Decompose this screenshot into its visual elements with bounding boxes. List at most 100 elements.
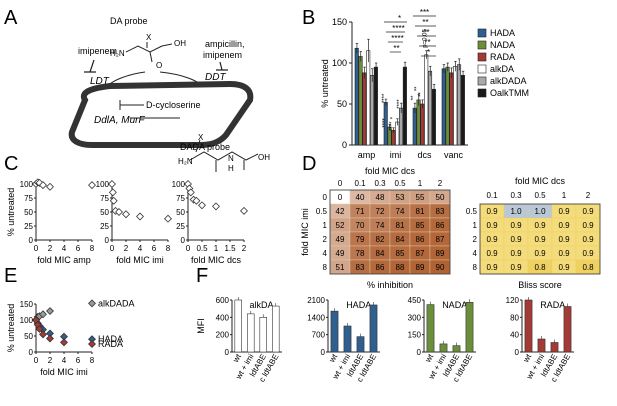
y-tick-label: 1400 — [307, 313, 325, 322]
significance-mark: **** — [392, 24, 404, 33]
row-label: 2 — [473, 235, 478, 244]
significance-mark: * — [427, 48, 430, 57]
cell-value: 0.9 — [486, 235, 498, 244]
y-tick-label: 0 — [225, 348, 230, 357]
point-alkdada — [88, 299, 96, 308]
x-tick-label: 2 — [48, 356, 53, 365]
cell-value: 42 — [336, 207, 345, 216]
bar — [426, 304, 435, 353]
column-label: 1 — [562, 191, 567, 200]
cell-value: 48 — [376, 193, 385, 202]
dada-probe-label: DADA probe — [180, 142, 230, 152]
legend-swatch-nada — [477, 40, 487, 50]
y-tick-label: 25 — [24, 222, 33, 231]
inhibit-arrow-right — [216, 61, 228, 71]
y-tick-label: 100 — [20, 180, 34, 189]
cell-value: 0.9 — [486, 249, 498, 258]
cell-value: 86 — [416, 235, 425, 244]
bar — [563, 306, 572, 353]
bar — [259, 317, 267, 353]
cell-value: 74 — [396, 207, 405, 216]
y-tick-label: 0 — [181, 236, 186, 245]
column-label: 1 — [418, 179, 423, 188]
y-tick-label: 0 — [29, 236, 34, 245]
y-tick-label: 75 — [100, 194, 109, 203]
data-point — [46, 182, 54, 191]
x-axis-label: fold MIC imi — [116, 255, 164, 265]
legend-swatch-hada — [477, 28, 487, 38]
y-axis-label: MFI — [196, 318, 206, 334]
inhibit-dcs — [119, 100, 144, 110]
cell-value: 0 — [338, 193, 343, 202]
x-tick-label: 1 — [214, 244, 219, 253]
series-label-rada: RADA — [98, 339, 123, 349]
y-tick-label: 150 — [20, 300, 34, 309]
y-tick-label: 100 — [172, 180, 186, 189]
dada-h: H — [228, 164, 234, 173]
y-tick-label: 0 — [105, 236, 110, 245]
cell-value: 0.9 — [510, 263, 522, 272]
row-label: 2 — [323, 235, 328, 244]
data-point — [240, 206, 248, 215]
cell-value: 0.9 — [582, 235, 594, 244]
da-h2n: H₂N — [110, 49, 125, 58]
bar — [465, 302, 474, 353]
dada-structure — [189, 139, 259, 172]
bar-nada — [445, 66, 450, 146]
x-axis-label: fold MIC amp — [37, 255, 91, 265]
x-tick-label: 0 — [34, 244, 39, 253]
heatmap-title: fold MIC dcs — [515, 176, 566, 186]
y-tick-label: 150 — [332, 17, 347, 27]
y-axis-label: % untreated — [6, 304, 16, 353]
cell-value: 0.9 — [558, 207, 570, 216]
row-label: 8 — [473, 263, 478, 272]
panel-label-d: D — [302, 153, 316, 175]
x-tick-label: 2 — [124, 244, 129, 253]
bar-oalktmm — [373, 66, 378, 146]
bar-oalktmm — [431, 88, 436, 146]
bar-alkda — [424, 54, 429, 146]
cell-value: 87 — [436, 235, 445, 244]
legend-label-alkda: alkDA — [490, 64, 514, 74]
panel-title: RADA — [540, 300, 565, 310]
x-axis-label: fold MIC imi — [40, 367, 88, 377]
x-tick-label: 6 — [152, 244, 157, 253]
column-label: 0.1 — [354, 179, 366, 188]
y-tick-label: 0 — [515, 348, 520, 357]
bar-rada — [362, 72, 367, 146]
cell-value: 88 — [396, 263, 405, 272]
da-structure — [125, 42, 173, 63]
y-tick-label: 25 — [176, 222, 185, 231]
cell-value: 83 — [356, 263, 365, 272]
x-tick-label: 4 — [138, 244, 143, 253]
bar-alkdada — [399, 107, 404, 146]
bar — [330, 310, 339, 353]
legend-swatch-rada — [477, 52, 487, 62]
cell-value: 0.9 — [534, 249, 546, 258]
data-point — [115, 208, 123, 216]
bar-hada — [354, 47, 359, 146]
y-tick-label: 0 — [417, 348, 422, 357]
legend-swatch-alkdada — [477, 76, 487, 86]
y-tick-label: 120 — [506, 296, 520, 305]
column-label: 2 — [438, 179, 443, 188]
row-label: 0.5 — [466, 207, 478, 216]
row-label: 0 — [323, 193, 328, 202]
x-tick-label: 2 — [242, 244, 247, 253]
dada-oh: OH — [258, 153, 270, 162]
column-label: 0.5 — [534, 191, 546, 200]
data-point — [192, 196, 201, 205]
x-tick-label: 4 — [62, 356, 67, 365]
cell-value: 0.9 — [510, 249, 522, 258]
cell-value: 0.9 — [558, 221, 570, 230]
x-tick-label: 6 — [76, 356, 81, 365]
cell-value: 0.9 — [534, 235, 546, 244]
x-tick-label: 0 — [186, 244, 191, 253]
y-tick-label: 50 — [24, 332, 33, 341]
panel-label-c: C — [4, 153, 18, 175]
